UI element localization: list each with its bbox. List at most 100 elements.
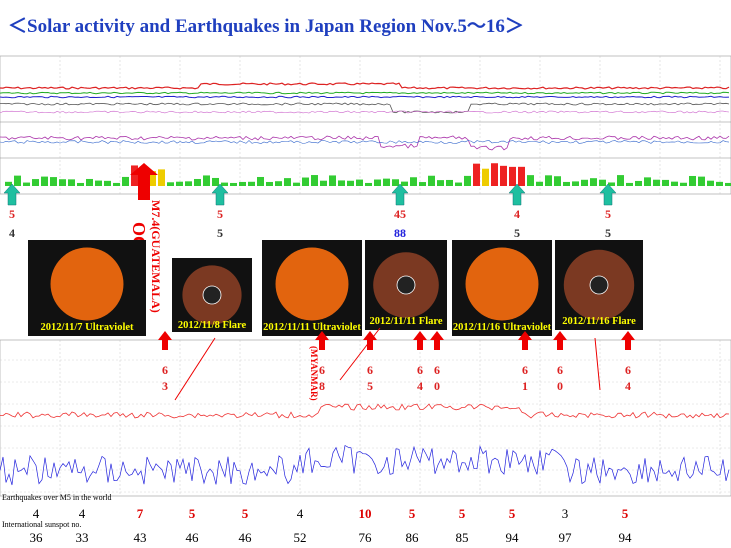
kp-bar bbox=[437, 180, 444, 186]
kp-bar bbox=[491, 163, 498, 186]
image-caption: 2012/11/16 Ultraviolet bbox=[453, 322, 552, 333]
magnitude: 6 bbox=[434, 363, 440, 377]
image-caption: 2012/11/16 Flare bbox=[562, 316, 636, 327]
trace bbox=[0, 403, 730, 419]
kp-bar bbox=[5, 181, 12, 186]
kp-bar bbox=[257, 176, 264, 186]
kp-bar bbox=[689, 175, 696, 186]
kp-bar bbox=[320, 180, 327, 186]
kp-bar bbox=[419, 182, 426, 186]
sunspot-number: 97 bbox=[559, 530, 573, 545]
quake-count: 7 bbox=[137, 506, 144, 521]
kp-bar bbox=[626, 182, 633, 186]
kp-bar bbox=[59, 179, 66, 186]
magnitude: 0 bbox=[434, 379, 440, 393]
magnitude: 5 bbox=[217, 226, 223, 240]
kp-bar bbox=[176, 181, 183, 186]
magnitude: 6 bbox=[625, 363, 631, 377]
sun bbox=[51, 248, 123, 320]
sunspot-number: 33 bbox=[76, 530, 89, 545]
magnitude: 5 bbox=[367, 379, 373, 393]
red-arrow bbox=[413, 331, 427, 350]
kp-bar bbox=[563, 181, 570, 186]
image-caption: 2012/11/8 Flare bbox=[178, 320, 247, 331]
red-arrow bbox=[518, 331, 532, 350]
kp-bar bbox=[77, 182, 84, 186]
kp-bar bbox=[698, 176, 705, 186]
kp-bar bbox=[338, 180, 345, 186]
magnitude: 8 bbox=[319, 379, 325, 393]
kp-bar bbox=[644, 177, 651, 186]
sunspot-number: 36 bbox=[30, 530, 44, 545]
kp-bar bbox=[446, 179, 453, 186]
trace bbox=[0, 444, 730, 486]
quake-count: 4 bbox=[297, 506, 304, 521]
occulter bbox=[202, 285, 222, 305]
kp-bar bbox=[293, 182, 300, 186]
red-arrow bbox=[430, 331, 444, 350]
red-arrow bbox=[158, 331, 172, 350]
magnitude: 5 bbox=[605, 207, 611, 221]
kp-bar bbox=[572, 181, 579, 186]
kp-bar bbox=[284, 178, 291, 186]
trace bbox=[0, 140, 730, 144]
content: 545545884555M7.4(GUATEMALA)OCCUR2012/11/… bbox=[2, 163, 643, 545]
row-label: International sunspot no. bbox=[2, 520, 81, 529]
sun bbox=[465, 247, 539, 321]
magnitude: 3 bbox=[162, 379, 168, 393]
kp-bar bbox=[554, 176, 561, 186]
occur-arrow bbox=[130, 163, 158, 200]
kp-bar bbox=[716, 181, 723, 186]
magnitude: 5 bbox=[217, 207, 223, 221]
image-caption: 2012/11/7 Ultraviolet bbox=[40, 322, 134, 333]
kp-bar bbox=[311, 175, 318, 186]
green-arrow bbox=[599, 183, 617, 206]
kp-bar bbox=[248, 181, 255, 186]
kp-bar bbox=[653, 179, 660, 186]
kp-bar bbox=[410, 177, 417, 186]
quake-count: 5 bbox=[409, 506, 416, 521]
sunspot-number: 85 bbox=[456, 530, 469, 545]
kp-bar bbox=[464, 175, 471, 186]
quake-count: 4 bbox=[33, 506, 40, 521]
kp-bar bbox=[662, 179, 669, 186]
kp-bar bbox=[68, 179, 75, 186]
kp-bar bbox=[383, 178, 390, 186]
green-arrow bbox=[391, 183, 409, 206]
country: (MYANMAR) bbox=[309, 346, 319, 401]
kp-bar bbox=[329, 175, 336, 186]
kp-bar bbox=[185, 181, 192, 186]
kp-bar bbox=[158, 169, 165, 186]
kp-bar bbox=[617, 175, 624, 186]
sunspot-number: 52 bbox=[294, 530, 307, 545]
kp-bar bbox=[599, 179, 606, 186]
magnitude: 45 bbox=[394, 207, 406, 221]
kp-bar bbox=[14, 175, 21, 186]
kp-bar bbox=[590, 178, 597, 186]
solar-traces bbox=[0, 56, 731, 194]
magnitude: 5 bbox=[9, 207, 15, 221]
kp-bar bbox=[239, 181, 246, 186]
kp-bar bbox=[41, 176, 48, 186]
pointer-line bbox=[594, 337, 601, 391]
kp-bar bbox=[509, 166, 516, 186]
xray-traces bbox=[0, 340, 731, 496]
kp-bar bbox=[374, 179, 381, 186]
magnitude: 6 bbox=[417, 363, 423, 377]
sun bbox=[275, 247, 349, 321]
trace bbox=[0, 91, 730, 95]
pointer-line bbox=[339, 327, 381, 381]
magnitude: 1 bbox=[522, 379, 528, 393]
green-arrow bbox=[3, 183, 21, 206]
solar-panel bbox=[0, 55, 731, 195]
sunspot-number: 76 bbox=[359, 530, 373, 545]
kp-bar bbox=[230, 182, 237, 186]
trace bbox=[0, 95, 730, 99]
magnitude: 6 bbox=[162, 363, 168, 377]
kp-bar bbox=[473, 163, 480, 186]
red-arrow bbox=[553, 331, 567, 350]
trace bbox=[0, 102, 730, 114]
pointer-line bbox=[174, 337, 216, 401]
row-label: Earthquakes over M5 in the world bbox=[2, 493, 112, 502]
